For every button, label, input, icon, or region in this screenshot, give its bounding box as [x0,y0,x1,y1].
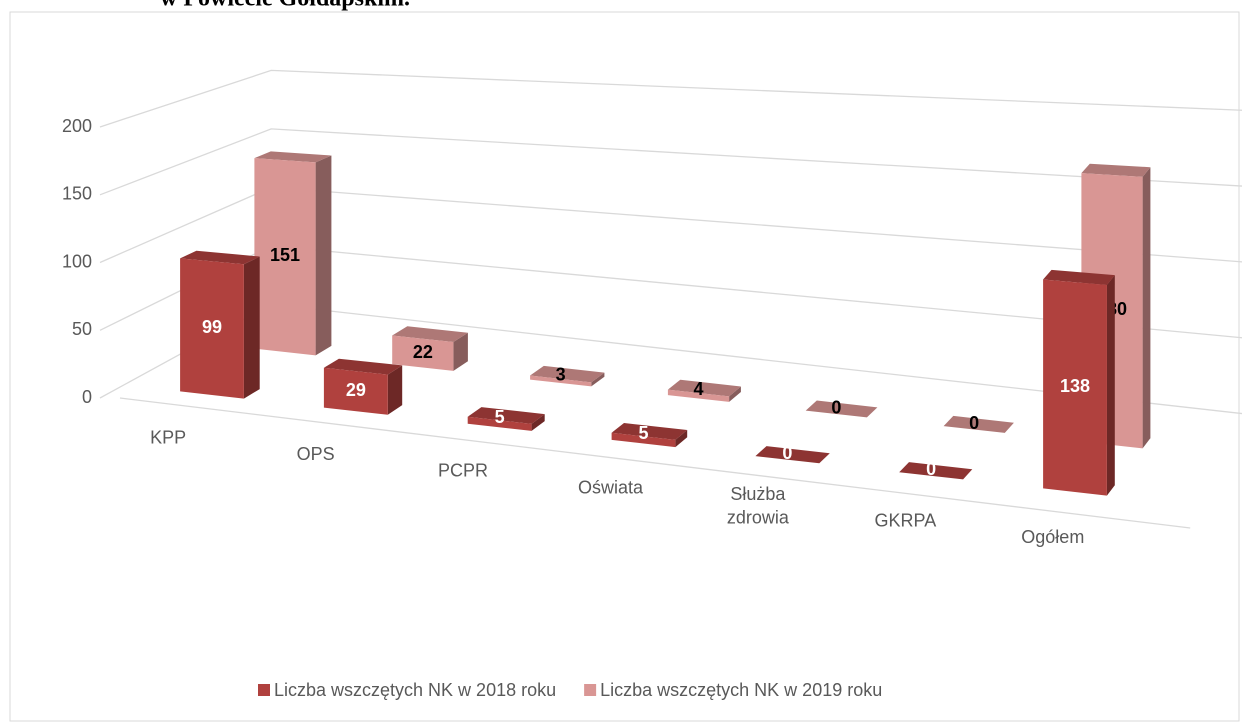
x-tick-label: KPP [150,428,186,448]
data-label: 29 [346,380,366,400]
y-tick-label: 200 [62,116,92,136]
bar-front [323,367,388,415]
bar [667,379,741,402]
bar-front [180,258,244,399]
bar-top [323,358,403,375]
bar [530,365,605,387]
bar-top [611,423,688,440]
bar-top [254,151,332,163]
bar-side [531,414,545,431]
x-tick-label: GKRPA [875,510,937,530]
chart-title: w Powiecie Gołdapskim. [160,0,410,12]
data-label: 151 [270,245,300,265]
bar-side [243,256,260,399]
y-tick-label: 100 [62,251,92,271]
bar [755,446,830,464]
bar-side [315,155,332,356]
bar-front [254,158,316,356]
bar [1043,269,1115,496]
bar [254,151,332,356]
bar-side [729,386,741,402]
legend-swatch [258,684,270,696]
legend-label: Liczba wszczętych NK w 2018 roku [274,680,556,700]
bar [611,423,688,448]
x-tick-label: Ogółem [1021,527,1084,547]
data-label: 0 [969,413,979,433]
bar-top [392,326,468,342]
grid-line [99,69,1242,128]
x-tick-label: PCPR [438,461,488,481]
bar-top [530,365,605,383]
x-tick-label: OPS [297,444,335,464]
floor-edge [119,397,1191,529]
bar-front [467,416,532,431]
x-tick-label: Służba zdrowia [727,484,790,527]
bar [392,326,468,371]
bar-side [1142,167,1151,449]
bar-front [392,335,454,371]
bar-side [387,365,403,415]
legend-label: Liczba wszczętych NK w 2019 roku [600,680,882,700]
bar-side [1106,275,1115,496]
bar [899,462,973,480]
data-label: 5 [495,407,505,427]
data-label: 0 [782,443,792,463]
bar [323,358,403,415]
bar-top [1081,163,1151,177]
bar-front [1043,279,1107,496]
legend-swatch [584,684,597,696]
bar-top [943,415,1014,433]
bar [180,250,260,399]
bar-top [180,250,260,265]
bar-side [675,430,688,448]
data-label: 0 [831,397,841,417]
bar-top [1043,269,1115,285]
data-label: 99 [202,317,222,337]
bar-front [611,432,676,448]
data-label: 138 [1060,376,1090,396]
x-tick-label: Oświata [578,477,644,497]
y-tick-label: 150 [62,184,92,204]
bar-top [467,407,545,424]
bar [467,407,545,431]
bar-side [453,332,468,371]
bar-top [805,400,878,418]
bar-top [667,379,741,397]
bar-top [755,446,830,464]
bar-side [591,372,605,387]
y-tick-label: 0 [82,387,92,407]
bar [943,415,1014,433]
data-label: 4 [693,379,703,399]
bar-front [667,389,730,402]
bar-top [899,462,973,480]
y-tick-label: 50 [72,319,92,339]
bar-front [530,375,592,387]
bar [805,400,878,418]
grid-line [99,128,1242,196]
data-label: 0 [926,459,936,479]
data-label: 5 [638,423,648,443]
data-label: 3 [556,364,566,384]
data-label: 22 [413,342,433,362]
